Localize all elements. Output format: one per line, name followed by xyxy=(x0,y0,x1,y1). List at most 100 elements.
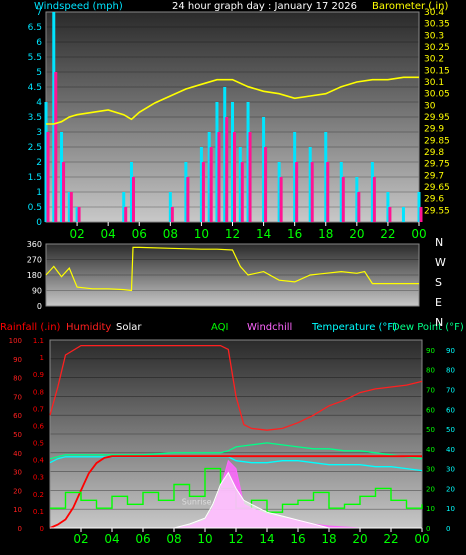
barometer-tick-label: 30.1 xyxy=(424,78,444,88)
temperature-tick-label: 80 xyxy=(446,367,455,375)
wind-panel-x-tick-label: 14 xyxy=(256,227,271,241)
temp-panel-x-tick-label: 18 xyxy=(321,532,336,546)
aqi-tick-label: 70 xyxy=(426,386,435,394)
humidity-tick-label: 10 xyxy=(13,506,22,514)
barometer-line xyxy=(46,76,419,125)
rainfall-tick-label: 0.4 xyxy=(33,457,45,465)
barometer-tick-label: 30.15 xyxy=(424,66,450,76)
windspeed-tick-label: 0.5 xyxy=(28,203,42,213)
wind-panel-x-tick-label: 00 xyxy=(411,227,426,241)
legend-solar: Solar xyxy=(116,322,142,333)
direction-tick-label: 180 xyxy=(27,271,42,280)
rainfall-tick-label: 0 xyxy=(40,525,44,533)
rainfall-tick-label: 0.5 xyxy=(33,440,44,448)
aqi-tick-label: 80 xyxy=(426,367,435,375)
temp-panel-x-tick-label: 04 xyxy=(104,532,119,546)
aqi-tick-label: 40 xyxy=(426,446,435,454)
direction-tick-label: 0 xyxy=(37,302,42,311)
rainfall-tick-label: 1.1 xyxy=(33,337,44,345)
barometer-tick-label: 30.4 xyxy=(424,8,444,18)
sunrise-annotation: Sunrise xyxy=(182,497,212,506)
temp-panel-x-tick-label: 22 xyxy=(383,532,398,546)
wind-panel-x-tick-label: 18 xyxy=(318,227,333,241)
humidity-tick-label: 30 xyxy=(13,469,22,477)
windspeed-axis-label: Windspeed (mph) xyxy=(34,1,123,12)
temp-panel-x-tick-label: 14 xyxy=(259,532,274,546)
legend-aqi: AQI xyxy=(211,322,229,333)
humidity-tick-label: 60 xyxy=(13,412,22,420)
humidity-tick-label: 70 xyxy=(13,393,22,401)
temperature-tick-label: 90 xyxy=(446,347,455,355)
barometer-tick-label: 30.05 xyxy=(424,90,450,100)
wind-panel-x-tick-label: 08 xyxy=(163,227,178,241)
humidity-tick-label: 90 xyxy=(13,356,22,364)
humidity-tick-label: 100 xyxy=(9,337,22,345)
barometer-tick-label: 30.2 xyxy=(424,55,444,65)
wind-panel-x-tick-label: 20 xyxy=(349,227,364,241)
temperature-tick-label: 70 xyxy=(446,386,455,394)
temp-panel-x-tick-label: 16 xyxy=(290,532,305,546)
wind-direction-line xyxy=(45,246,419,292)
windspeed-tick-label: 2.5 xyxy=(28,143,42,153)
legend-dewpoint: Dew Point (°F) xyxy=(392,322,464,333)
rainfall-tick-label: 0.3 xyxy=(33,474,44,482)
wind-panel-x-tick-label: 12 xyxy=(225,227,240,241)
compass-label: W xyxy=(435,256,446,269)
temperature-tick-label: 0 xyxy=(446,525,450,533)
barometer-tick-label: 30.25 xyxy=(424,43,450,53)
windspeed-tick-label: 5 xyxy=(36,68,42,78)
direction-tick-label: 270 xyxy=(27,256,42,265)
aqi-tick-label: 60 xyxy=(426,406,435,414)
compass-label: N xyxy=(435,316,443,329)
dewpoint-line xyxy=(49,442,423,460)
aqi-tick-label: 10 xyxy=(426,505,435,513)
temperature-line xyxy=(49,456,423,472)
rainfall-line xyxy=(49,455,422,529)
compass-label: N xyxy=(435,236,443,249)
windspeed-tick-label: 2 xyxy=(36,158,42,168)
aqi-tick-label: 0 xyxy=(426,525,430,533)
barometer-tick-label: 29.65 xyxy=(424,183,450,193)
windspeed-tick-label: 4 xyxy=(36,98,42,108)
chart-title: 24 hour graph day : January 17 2026 xyxy=(172,1,357,12)
temperature-tick-label: 10 xyxy=(446,505,455,513)
temperature-tick-label: 20 xyxy=(446,485,455,493)
barometer-tick-label: 29.7 xyxy=(424,171,444,181)
windspeed-tick-label: 3.5 xyxy=(28,113,42,123)
temperature-tick-label: 50 xyxy=(446,426,455,434)
legend-humidity: Humidity xyxy=(66,322,111,333)
barometer-axis-label: Barometer (.in) xyxy=(372,1,448,12)
rainfall-tick-label: 0.7 xyxy=(33,405,44,413)
temp-panel-x-tick-label: 00 xyxy=(414,532,429,546)
rainfall-tick-label: 0.2 xyxy=(33,491,44,499)
windspeed-tick-label: 7 xyxy=(36,8,42,18)
rainfall-tick-label: 0.6 xyxy=(33,422,45,430)
aqi-tick-label: 30 xyxy=(426,466,435,474)
windspeed-tick-label: 3 xyxy=(36,128,42,138)
barometer-tick-label: 29.75 xyxy=(424,160,450,170)
barometer-tick-label: 30.3 xyxy=(424,31,444,41)
legend-windchill: Windchill xyxy=(247,322,292,333)
windspeed-tick-label: 6.5 xyxy=(28,23,42,33)
barometer-tick-label: 29.9 xyxy=(424,125,444,135)
compass-label: E xyxy=(435,296,442,309)
temp-panel-x-tick-label: 20 xyxy=(352,532,367,546)
rainfall-tick-label: 1 xyxy=(40,354,44,362)
barometer-tick-label: 29.85 xyxy=(424,136,450,146)
humidity-tick-label: 0 xyxy=(18,525,22,533)
temp-panel-x-tick-label: 02 xyxy=(73,532,88,546)
rainfall-tick-label: 0.8 xyxy=(33,388,44,396)
barometer-tick-label: 29.8 xyxy=(424,148,444,158)
wind-panel-x-tick-label: 04 xyxy=(101,227,116,241)
temp-panel-x-tick-label: 06 xyxy=(135,532,150,546)
direction-tick-label: 90 xyxy=(32,287,42,296)
humidity-line xyxy=(49,344,423,431)
barometer-tick-label: 29.6 xyxy=(424,195,444,205)
wind-panel-x-tick-label: 06 xyxy=(132,227,147,241)
wind-panel-x-tick-label: 02 xyxy=(69,227,84,241)
barometer-tick-label: 29.95 xyxy=(424,113,450,123)
aqi-tick-label: 90 xyxy=(426,347,435,355)
temp-panel-x-tick-label: 12 xyxy=(228,532,243,546)
compass-label: S xyxy=(435,276,442,289)
